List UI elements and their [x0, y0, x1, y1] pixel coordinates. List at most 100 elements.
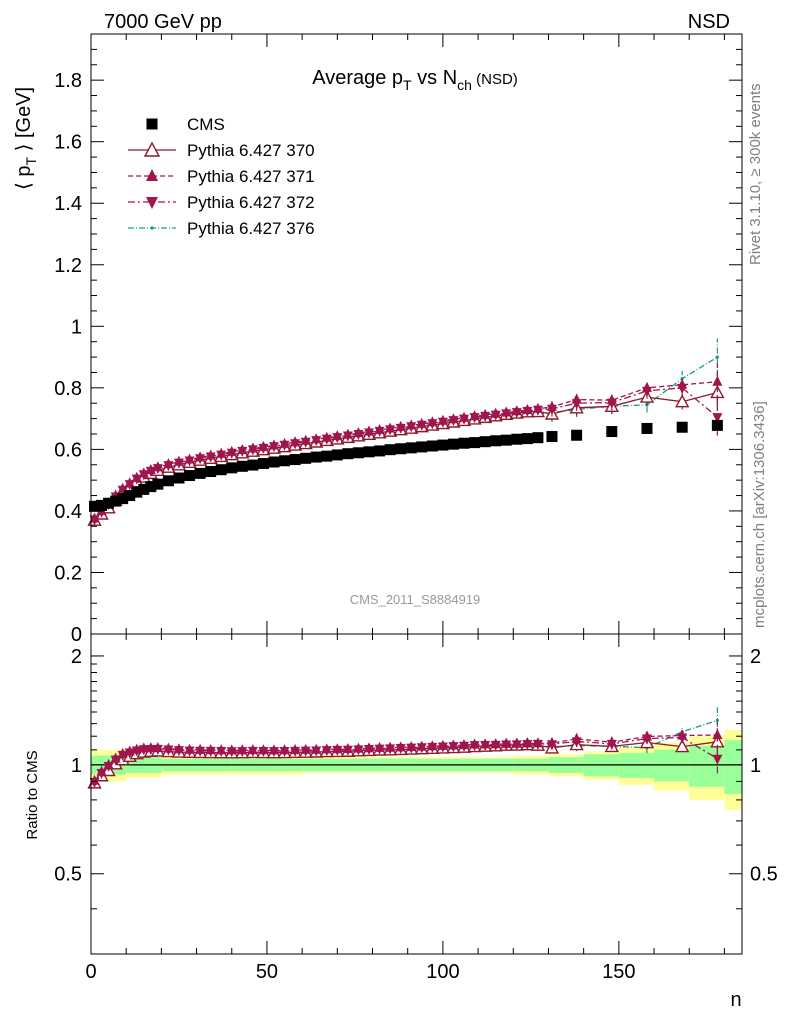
data-point [258, 440, 269, 451]
data-point [571, 429, 583, 441]
data-point [96, 499, 108, 511]
data-point [237, 444, 248, 454]
legend-label: Pythia 6.427 370 [187, 141, 315, 160]
data-point [522, 404, 533, 414]
uncertainty-band-inner [689, 745, 725, 787]
data-point [310, 451, 322, 463]
ratio-y-tick-label-right: 1 [750, 755, 761, 777]
legend-label: Pythia 6.427 371 [187, 167, 315, 186]
ratio-point [311, 743, 322, 754]
ratio-point [606, 736, 617, 747]
data-point [715, 355, 719, 359]
ratio-point [237, 744, 248, 755]
data-point [342, 428, 353, 439]
ratio-point [416, 740, 427, 751]
ratio-point [184, 743, 195, 754]
ratio-point [205, 744, 216, 755]
ratio-panel: 0.5 0.5 1 1 2 2 0 50 100 150 Ratio to CMS n [24, 633, 778, 1011]
data-point [641, 381, 652, 392]
data-point [363, 425, 374, 436]
data-point [145, 481, 157, 493]
ratio-y-tick-label: 1 [71, 755, 82, 777]
data-point [406, 419, 417, 430]
ratio-point [332, 743, 343, 754]
ratio-point [342, 743, 353, 754]
data-point [257, 458, 269, 470]
data-point [546, 430, 558, 442]
data-point [268, 439, 279, 450]
ratio-point [216, 744, 227, 755]
data-point [205, 449, 216, 460]
data-point [163, 458, 174, 469]
data-point [395, 420, 406, 431]
header-left: 7000 GeV pp [104, 11, 222, 33]
ratio-point [546, 736, 557, 747]
legend-marker [143, 141, 161, 157]
data-point [712, 413, 723, 424]
data-point [395, 443, 407, 455]
data-point [205, 466, 217, 478]
data-point [676, 421, 688, 433]
series-pythia-6-427-371 [89, 363, 723, 523]
data-point [712, 375, 723, 386]
ratio-point [511, 737, 522, 748]
data-point [195, 451, 206, 462]
ratio-point [437, 739, 448, 750]
data-point [511, 405, 522, 416]
ratio-point [532, 737, 543, 748]
rivet-version-label: Rivet 3.1.10, ≥ 300k events [747, 83, 764, 265]
series-line [94, 356, 718, 522]
y-tick-label: 0.6 [54, 439, 82, 461]
ratio-point [641, 730, 652, 741]
ratio-point [268, 744, 279, 755]
ratio-point [677, 729, 688, 740]
data-point [321, 450, 333, 462]
data-point [711, 419, 723, 431]
data-point [641, 422, 653, 434]
data-point [677, 378, 688, 389]
x-tick-label: 150 [602, 961, 635, 983]
ratio-point [173, 743, 184, 754]
ratio-point [459, 739, 470, 750]
ratio-point [103, 758, 114, 769]
data-point [416, 417, 427, 428]
x-tick-label: 50 [256, 961, 278, 983]
data-point [236, 460, 248, 472]
data-point [385, 422, 396, 433]
ratio-point [145, 742, 156, 753]
legend-label: Pythia 6.427 372 [187, 193, 315, 212]
y-tick-label: 0.4 [54, 501, 82, 523]
ratio-series-pythia-6-427-371 [89, 721, 723, 785]
data-point [226, 445, 237, 456]
data-point [247, 442, 258, 453]
ratio-point [89, 774, 100, 785]
y-tick-label: 0.2 [54, 562, 82, 584]
header-right: NSD [688, 11, 730, 33]
data-point [152, 461, 163, 472]
data-point [374, 445, 386, 457]
data-point [427, 416, 438, 427]
data-point [152, 478, 164, 490]
data-point [353, 427, 364, 438]
ratio-point [385, 741, 396, 752]
legend-marker [146, 169, 158, 181]
ratio-point [406, 740, 417, 751]
ratio-line [93, 734, 718, 782]
data-point [469, 437, 481, 449]
data-point [532, 402, 543, 413]
data-point [521, 433, 533, 445]
data-point [279, 437, 290, 448]
data-point [131, 471, 142, 482]
y-tick-label: 1.2 [54, 255, 82, 277]
data-point [290, 436, 301, 447]
data-point [500, 434, 512, 446]
ratio-y-tick-label-right: 0.5 [750, 864, 778, 886]
ratio-point [571, 732, 582, 743]
data-point [215, 464, 227, 476]
ratio-point [300, 743, 311, 754]
data-point [332, 430, 343, 441]
ratio-point [448, 739, 459, 750]
ratio-y-label: Ratio to CMS [24, 750, 41, 839]
data-point [384, 444, 396, 456]
x-tick-label: 100 [426, 961, 459, 983]
